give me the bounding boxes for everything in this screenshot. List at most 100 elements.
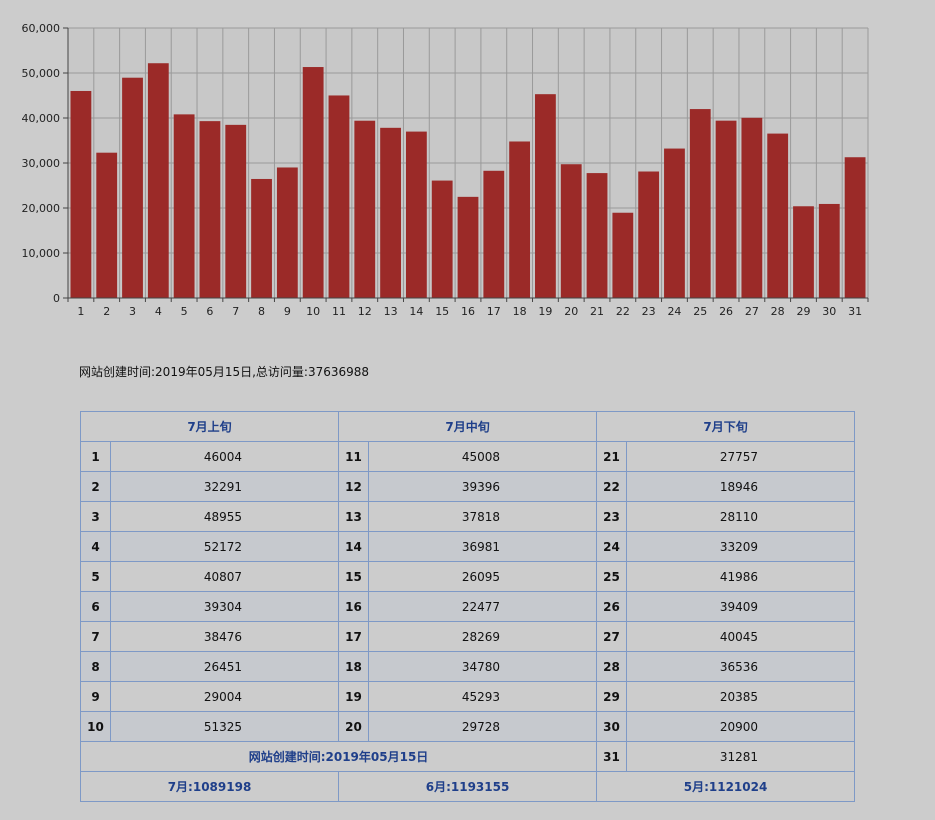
table-row: 1 46004 11 45008 21 27757 (80, 441, 856, 472)
bar (70, 90, 92, 299)
day-cell: 13 (338, 501, 370, 532)
x-tick-label: 22 (616, 305, 630, 318)
bar (251, 178, 272, 298)
value-cell: 20385 (626, 681, 856, 712)
x-tick-label: 24 (667, 305, 681, 318)
x-tick-label: 17 (487, 305, 501, 318)
x-tick-label: 26 (719, 305, 733, 318)
x-tick-label: 21 (590, 305, 604, 318)
day-cell: 26 (596, 591, 628, 622)
table-row: 2 32291 12 39396 22 18946 (80, 471, 856, 502)
value-cell: 32291 (109, 471, 340, 502)
table-row: 3 48955 13 37818 23 28110 (80, 501, 856, 532)
y-tick-label: 60,000 (22, 22, 61, 35)
bar (276, 167, 298, 298)
y-tick-label: 30,000 (22, 157, 61, 170)
x-tick-label: 9 (284, 305, 291, 318)
site-summary: 网站创建时间:2019年05月15日,总访问量:37636988 (79, 365, 370, 379)
x-tick-label: 8 (258, 305, 265, 318)
x-tick-label: 31 (848, 305, 862, 318)
x-tick-label: 28 (771, 305, 785, 318)
x-tick-label: 29 (796, 305, 810, 318)
bar (535, 94, 556, 298)
x-tick-label: 12 (358, 305, 372, 318)
x-tick-label: 13 (384, 305, 398, 318)
bar (664, 148, 685, 298)
month-total-july: 7月:1089198 (79, 771, 340, 802)
x-tick-label: 27 (745, 305, 759, 318)
table-row: 9 29004 19 45293 29 20385 (80, 681, 856, 712)
day-cell: 29 (596, 681, 628, 712)
bar (147, 63, 169, 299)
bar (96, 152, 118, 298)
x-tick-label: 16 (461, 305, 475, 318)
bar (431, 180, 453, 298)
value-cell: 33209 (626, 531, 856, 562)
table-header-row: 7月上旬 7月中旬 7月下旬 (79, 411, 856, 442)
day-cell: 22 (596, 471, 628, 502)
value-cell: 29004 (109, 681, 340, 712)
value-cell: 40807 (109, 561, 340, 592)
x-tick-label: 1 (77, 305, 84, 318)
value-cell: 37818 (368, 501, 598, 532)
y-tick-label: 0 (53, 292, 60, 305)
table-row: 6 39304 16 22477 26 39409 (80, 591, 856, 622)
value-cell: 52172 (109, 531, 340, 562)
y-tick-label: 40,000 (22, 112, 61, 125)
day-cell: 27 (596, 621, 628, 652)
x-tick-label: 7 (232, 305, 239, 318)
day-cell: 18 (338, 651, 370, 682)
value-cell: 48955 (109, 501, 340, 532)
day-cell: 12 (338, 471, 370, 502)
day-cell: 8 (80, 651, 111, 682)
day-cell: 21 (596, 441, 628, 472)
day-cell: 24 (596, 531, 628, 562)
bar (225, 124, 247, 298)
day-cell: 11 (338, 441, 370, 472)
bar-chart: 0 10,000 20,000 30,000 40,000 50,000 60,000 1 2 3… (0, 0, 935, 330)
day-cell: 14 (338, 531, 370, 562)
bar (173, 114, 195, 298)
bar (844, 157, 866, 298)
y-tick-label: 50,000 (22, 67, 61, 80)
value-cell: 36981 (368, 531, 598, 562)
value-cell: 29728 (368, 711, 598, 742)
bar (689, 109, 711, 298)
x-tick-label: 5 (181, 305, 188, 318)
x-tick-label: 3 (129, 305, 136, 318)
bar (638, 171, 660, 298)
value-cell: 28110 (626, 501, 856, 532)
value-cell: 38476 (109, 621, 340, 652)
bar (302, 67, 324, 298)
day-cell: 25 (596, 561, 628, 592)
day-cell: 1 (80, 441, 111, 472)
day-cell: 6 (80, 591, 111, 622)
day-cell: 10 (80, 711, 111, 742)
day-cell: 28 (596, 651, 628, 682)
day-cell: 3 (80, 501, 111, 532)
value-cell: 27757 (626, 441, 856, 472)
x-tick-label: 2 (103, 305, 110, 318)
bar (560, 164, 582, 298)
value-cell: 39396 (368, 471, 598, 502)
table-row: 7 38476 17 28269 27 40045 (80, 621, 856, 652)
bar (122, 77, 143, 298)
value-cell: 39304 (109, 591, 340, 622)
bar (612, 212, 634, 298)
value-cell: 22477 (368, 591, 598, 622)
month-total-june: 6月:1193155 (338, 771, 598, 802)
x-tick-label: 6 (206, 305, 213, 318)
header-late-july: 7月下旬 (596, 411, 856, 442)
value-cell: 39409 (626, 591, 856, 622)
value-cell: 45008 (368, 441, 598, 472)
bar (741, 117, 763, 298)
header-mid-july: 7月中旬 (338, 411, 598, 442)
bar (405, 131, 427, 298)
x-tick-label: 14 (409, 305, 423, 318)
bar (793, 206, 814, 298)
day-cell: 2 (80, 471, 111, 502)
day-cell: 15 (338, 561, 370, 592)
bar (199, 121, 221, 298)
bar (586, 173, 608, 298)
